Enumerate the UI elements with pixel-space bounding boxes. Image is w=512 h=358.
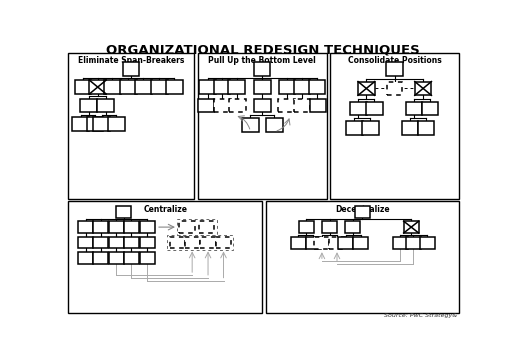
- Bar: [199, 221, 215, 233]
- Bar: [120, 80, 137, 94]
- Bar: [419, 237, 435, 249]
- Bar: [78, 237, 93, 248]
- Bar: [177, 219, 217, 235]
- Bar: [72, 117, 89, 131]
- Bar: [294, 80, 310, 94]
- Bar: [93, 252, 109, 264]
- Bar: [167, 235, 233, 250]
- Bar: [90, 80, 106, 94]
- Bar: [198, 53, 327, 199]
- Bar: [198, 99, 215, 112]
- Bar: [415, 82, 432, 95]
- Bar: [323, 221, 337, 233]
- Bar: [124, 221, 139, 233]
- Bar: [229, 99, 246, 112]
- Bar: [294, 99, 310, 112]
- Text: Pull Up the Bottom Level: Pull Up the Bottom Level: [208, 56, 316, 65]
- Bar: [93, 117, 110, 131]
- Text: ORGANIZATIONAL REDESIGN TECHNIQUES: ORGANIZATIONAL REDESIGN TECHNIQUES: [105, 44, 419, 57]
- Bar: [116, 206, 131, 218]
- Bar: [279, 80, 295, 94]
- Bar: [216, 237, 231, 248]
- Bar: [68, 53, 194, 199]
- Bar: [199, 80, 216, 94]
- Bar: [242, 118, 259, 132]
- Bar: [353, 237, 368, 249]
- Bar: [254, 80, 271, 94]
- Bar: [350, 102, 367, 116]
- Bar: [310, 99, 326, 112]
- Bar: [109, 237, 124, 248]
- Bar: [418, 121, 434, 135]
- Bar: [201, 237, 216, 248]
- Bar: [329, 237, 345, 249]
- Bar: [266, 202, 459, 313]
- Bar: [306, 237, 321, 249]
- Text: Consolidate Positions: Consolidate Positions: [348, 56, 441, 65]
- Bar: [358, 82, 375, 95]
- Bar: [266, 118, 283, 132]
- Bar: [151, 80, 167, 94]
- Bar: [386, 62, 403, 76]
- Bar: [403, 221, 419, 233]
- Bar: [80, 99, 97, 112]
- Bar: [330, 53, 459, 199]
- Bar: [346, 121, 363, 135]
- Bar: [97, 99, 114, 112]
- Bar: [180, 221, 195, 233]
- Bar: [78, 221, 93, 233]
- Bar: [68, 202, 262, 313]
- Bar: [140, 237, 155, 248]
- Bar: [123, 62, 139, 76]
- Bar: [104, 80, 121, 94]
- Bar: [309, 80, 326, 94]
- Bar: [124, 237, 139, 248]
- Bar: [185, 237, 200, 248]
- Bar: [93, 237, 109, 248]
- Bar: [421, 102, 438, 116]
- Text: Eliminate Span-Breakers: Eliminate Span-Breakers: [78, 56, 184, 65]
- Bar: [406, 237, 421, 249]
- Bar: [78, 252, 93, 264]
- Bar: [109, 221, 124, 233]
- Bar: [355, 206, 370, 218]
- Text: Decentralize: Decentralize: [335, 205, 390, 214]
- Bar: [124, 252, 139, 264]
- Bar: [254, 99, 271, 112]
- Bar: [215, 99, 231, 112]
- Text: Centralize: Centralize: [143, 205, 187, 214]
- Bar: [362, 121, 379, 135]
- Text: Source: PwC Strategy&: Source: PwC Strategy&: [383, 313, 457, 318]
- Bar: [87, 117, 103, 131]
- Bar: [75, 80, 91, 94]
- Bar: [108, 117, 125, 131]
- Bar: [166, 80, 183, 94]
- Bar: [387, 82, 402, 95]
- Bar: [93, 221, 109, 233]
- Bar: [109, 252, 124, 264]
- Bar: [140, 252, 155, 264]
- Bar: [366, 102, 382, 116]
- Bar: [278, 99, 294, 112]
- Bar: [135, 80, 152, 94]
- Bar: [402, 121, 418, 135]
- Bar: [214, 80, 230, 94]
- Bar: [406, 102, 422, 116]
- Bar: [338, 237, 353, 249]
- Bar: [291, 237, 306, 249]
- Bar: [253, 62, 270, 76]
- Bar: [345, 221, 360, 233]
- Bar: [228, 80, 245, 94]
- Bar: [140, 221, 155, 233]
- Bar: [169, 237, 185, 248]
- Bar: [393, 237, 408, 249]
- Bar: [314, 237, 329, 249]
- Bar: [298, 221, 313, 233]
